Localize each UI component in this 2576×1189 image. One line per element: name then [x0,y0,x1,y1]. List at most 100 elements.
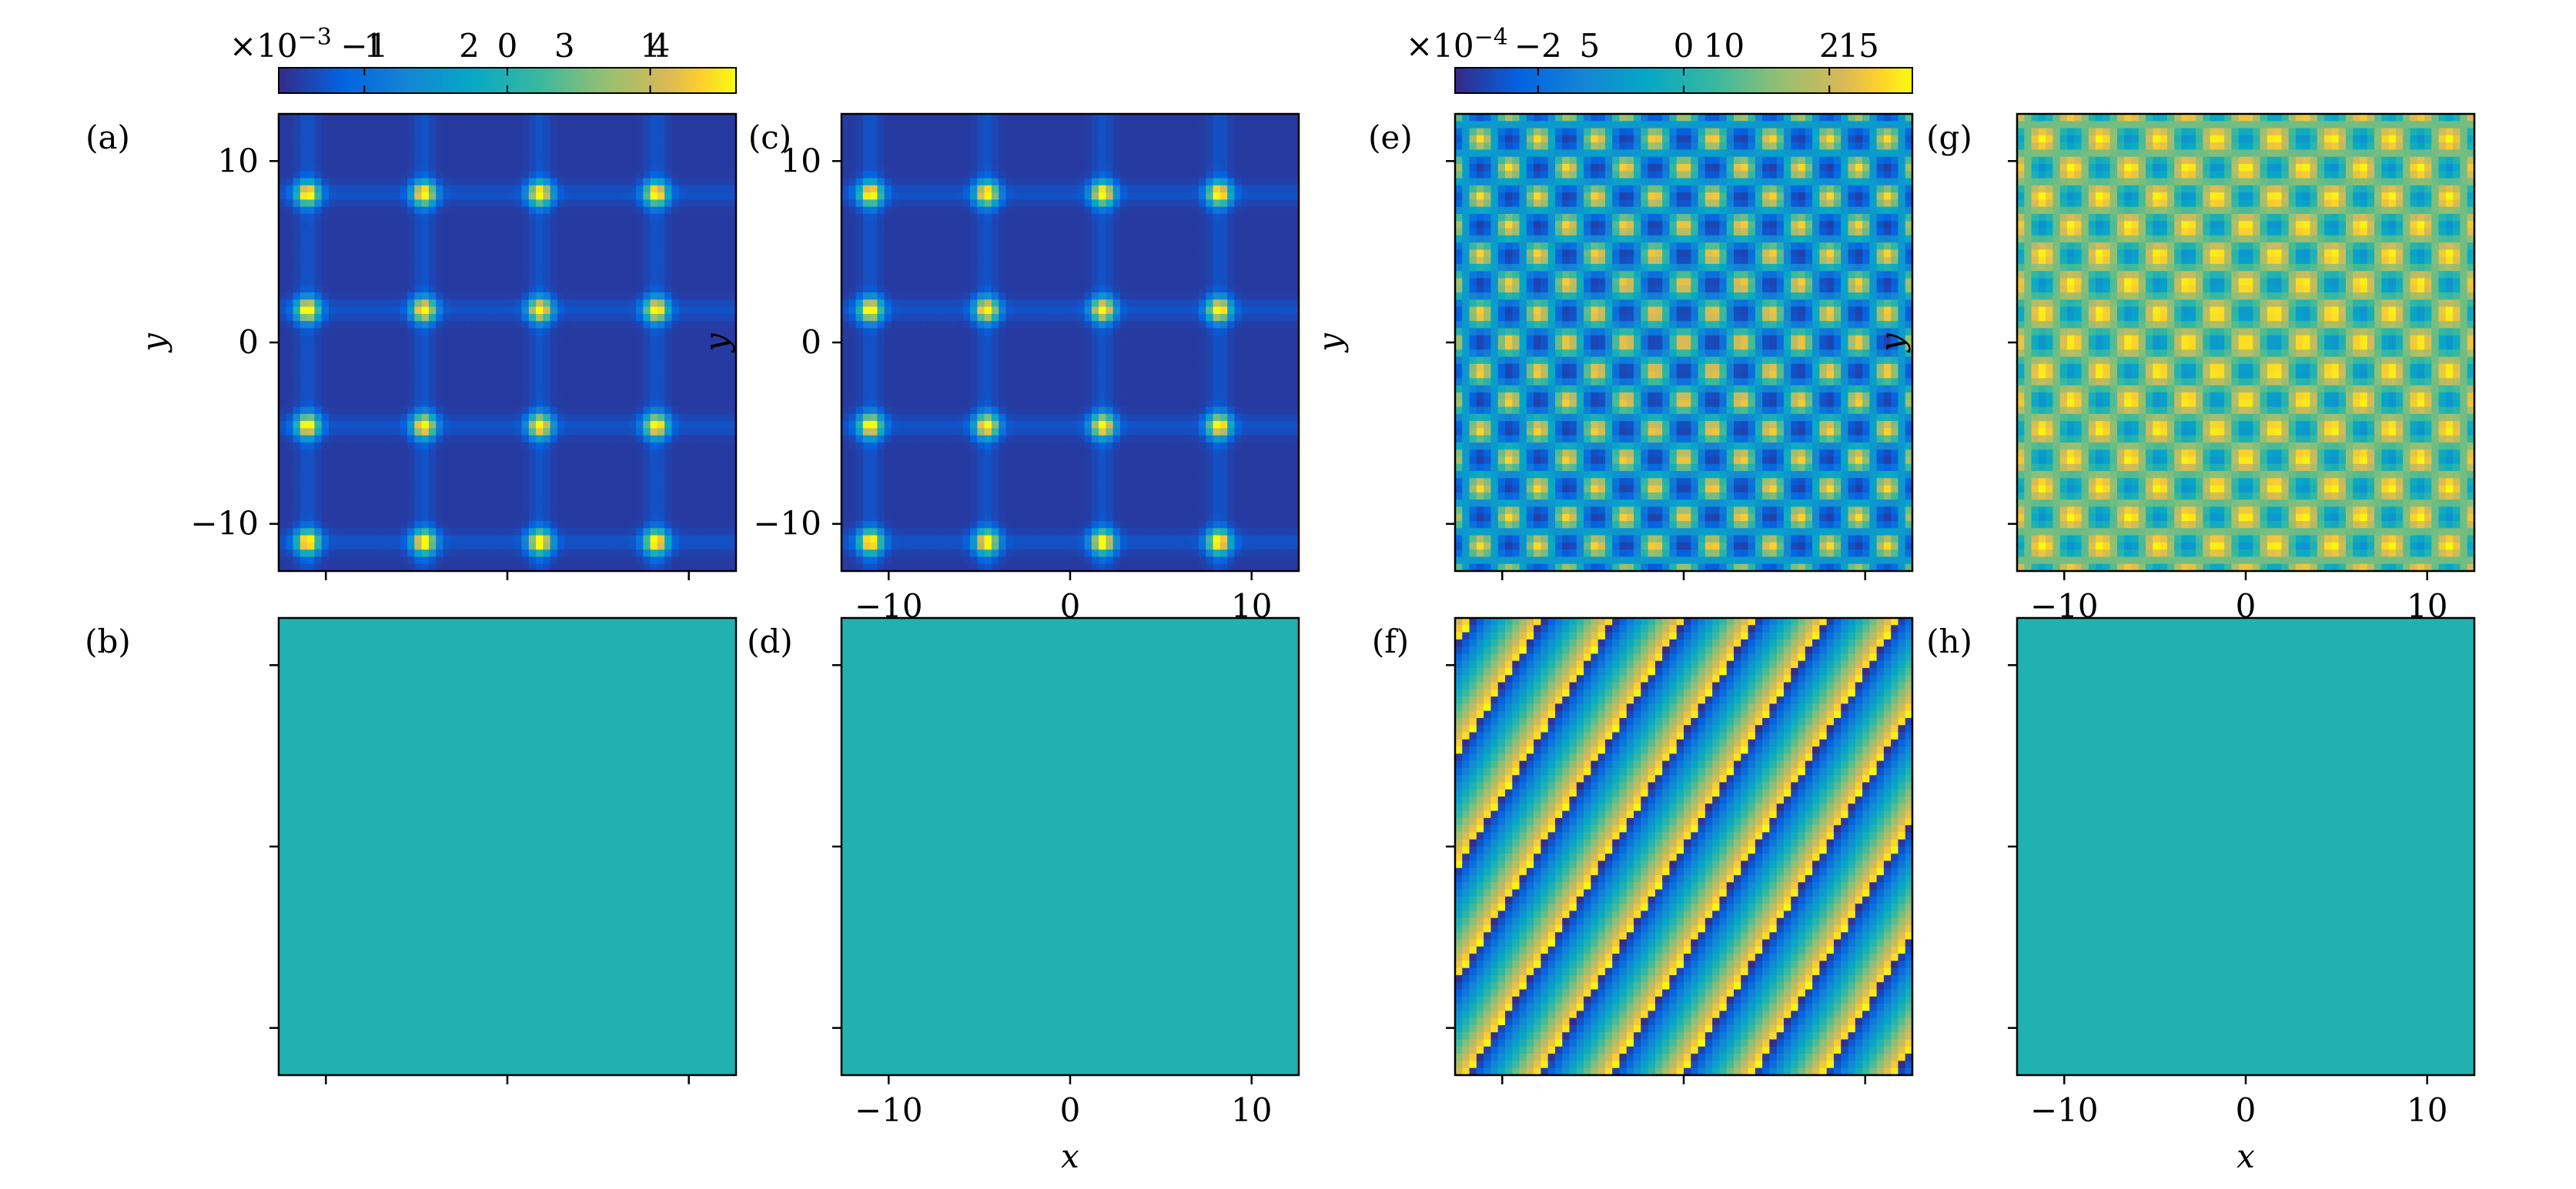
heatmap-cell [357,549,365,558]
heatmap-cell [328,114,336,122]
heatmap-cell [898,121,907,129]
heatmap-cell [371,392,380,400]
heatmap-cell [862,178,871,186]
heatmap-cell [378,378,386,386]
heatmap-cell [428,449,437,458]
heatmap-cell [364,299,373,308]
heatmap-cell [400,492,408,500]
heatmap-cell [450,128,458,136]
heatmap-cell [543,242,551,250]
heatmap-cell [350,299,358,308]
heatmap-cell [528,235,537,243]
heatmap-cell [364,185,373,193]
heatmap-cell [707,163,715,172]
heatmap-cell [543,263,551,272]
heatmap-cell [307,428,316,436]
heatmap-cell [1005,121,1014,129]
heatmap-cell [657,499,665,508]
heatmap-cell [1062,149,1071,158]
heatmap-cell [636,421,644,429]
heatmap-cell [1091,128,1099,136]
heatmap-cell [371,349,380,358]
heatmap-cell [486,371,494,379]
heatmap-cell [386,135,394,143]
heatmap-cell [357,371,365,379]
heatmap-cell [671,435,680,443]
heatmap-cell [1005,156,1014,165]
heatmap-cell [550,485,558,493]
heatmap-cell [1284,163,1293,172]
heatmap-cell [912,142,921,151]
heatmap-cell [586,371,594,379]
heatmap-cell [307,542,316,550]
heatmap-cell [877,128,885,136]
heatmap-cell [279,185,286,193]
heatmap-cell [321,471,330,479]
heatmap-cell [386,542,394,550]
heatmap-cell [486,249,494,258]
heatmap-cell [357,442,365,450]
heatmap-cell [528,342,537,350]
heatmap-cell [600,556,608,565]
heatmap-cell [593,478,601,486]
heatmap-cell [607,263,615,272]
heatmap-cell [471,142,480,151]
heatmap-cell [1077,128,1086,136]
heatmap-cell [905,199,914,208]
heatmap-cell [657,392,665,400]
heatmap-cell [700,485,708,493]
heatmap-cell [478,442,487,450]
heatmap-cell [514,199,523,208]
heatmap-cell [471,199,480,208]
heatmap-cell [428,306,437,315]
heatmap-cell [650,535,658,543]
heatmap-cell [657,121,665,129]
heatmap-cell [493,242,501,250]
heatmap-cell [721,356,730,365]
heatmap-cell [621,492,630,500]
heatmap-cell [607,385,615,393]
heatmap-cell [299,149,308,158]
heatmap-cell [714,449,723,458]
heatmap-cell [299,135,308,143]
heatmap-cell [307,263,316,272]
heatmap-cell [279,199,286,208]
heatmap-cell [905,192,914,200]
heatmap-cell [343,292,351,300]
heatmap-cell [1049,171,1057,179]
heatmap-cell [514,142,523,151]
heatmap-cell [920,128,928,136]
heatmap-cell [279,128,286,136]
heatmap-cell [564,356,573,365]
heatmap-cell [486,499,494,508]
heatmap-cell [593,392,601,400]
heatmap-cell [364,349,373,358]
heatmap-cell [321,128,330,136]
heatmap-cell [934,135,942,143]
heatmap-cell [1099,199,1107,208]
heatmap-cell [1213,192,1221,200]
heatmap-cell [336,549,344,558]
heatmap-cell [628,221,637,229]
heatmap-cell [628,535,637,543]
heatmap-cell [514,492,523,500]
heatmap-cell [528,356,537,365]
heatmap-cell [564,513,573,522]
heatmap-cell [400,221,408,229]
heatmap-cell [628,121,637,129]
heatmap-cell [1077,192,1086,200]
heatmap-cell [628,228,637,236]
heatmap-cell [378,292,386,300]
heatmap-cell [999,163,1007,172]
heatmap-cell [650,221,658,229]
heatmap-cell [714,499,723,508]
heatmap-cell [1034,199,1042,208]
heatmap-cell [693,149,701,158]
heatmap-cell [314,135,323,143]
heatmap-cell [920,185,928,193]
heatmap-cell [686,363,694,372]
heatmap-cell [493,528,501,536]
heatmap-cell [571,271,580,279]
heatmap-cell [550,285,558,293]
heatmap-cell [970,171,978,179]
